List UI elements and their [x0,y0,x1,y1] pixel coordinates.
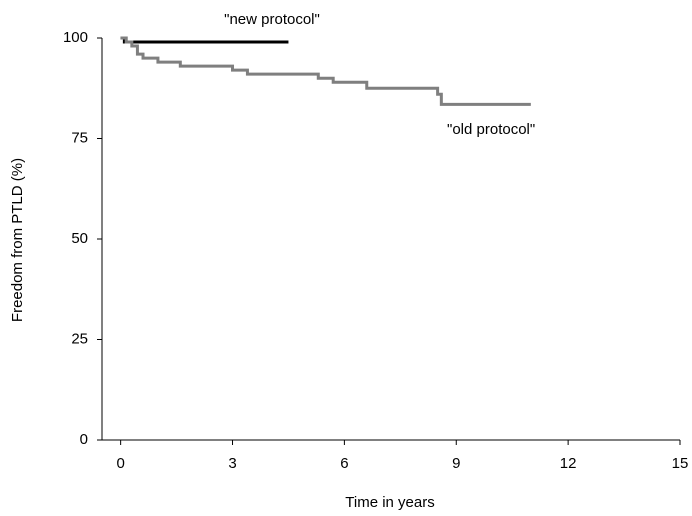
x-tick-label: 6 [340,455,348,472]
x-tick-label: 3 [228,455,236,472]
y-axis-label: Freedom from PTLD (%) [9,158,26,322]
x-tick-label: 12 [560,455,577,472]
y-tick-label: 0 [80,431,88,448]
x-tick-label: 15 [672,455,689,472]
x-tick-label: 0 [116,455,124,472]
series-label: "new protocol" [224,11,320,28]
x-axis-label: Time in years [345,494,434,511]
line-series [120,36,531,106]
series-label: "old protocol" [447,121,535,138]
x-tick-label: 9 [452,455,460,472]
y-tick-label: 100 [63,29,88,46]
line-series [120,36,289,44]
y-tick-label: 50 [71,230,88,247]
y-tick-label: 25 [71,330,88,347]
y-tick-label: 75 [71,129,88,146]
